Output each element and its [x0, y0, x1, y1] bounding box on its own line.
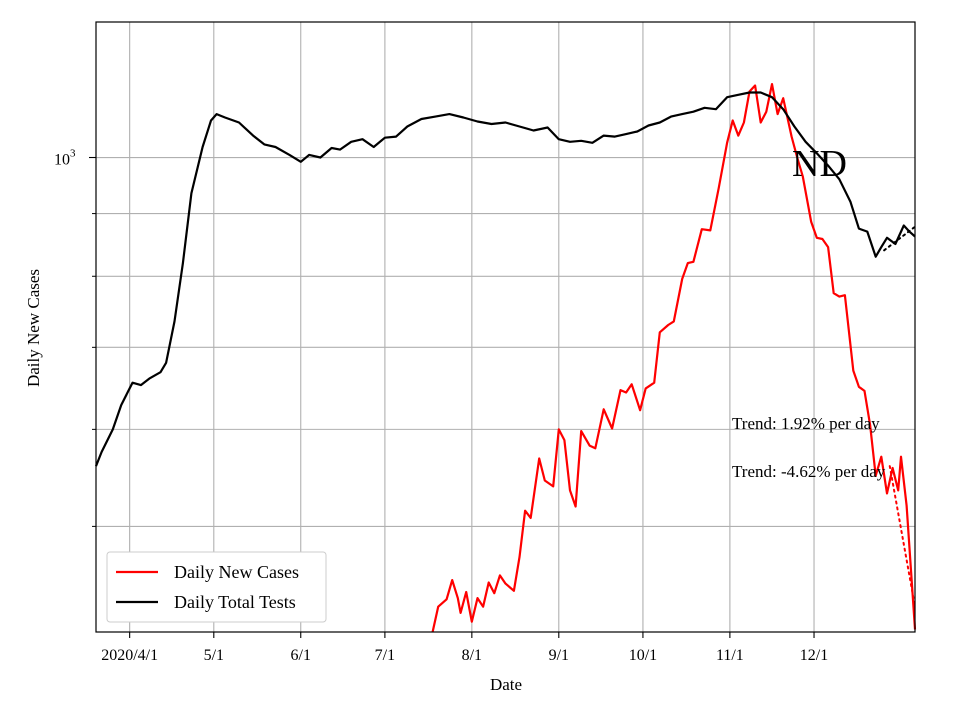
x-tick-label: 12/1: [800, 647, 828, 664]
y-tick-exponent: 3: [70, 148, 76, 160]
legend-label-tests: Daily Total Tests: [174, 592, 296, 612]
x-tick-label: 11/1: [716, 647, 744, 664]
trend-annotation-cases: Trend: -4.62% per day: [732, 462, 886, 481]
trend-line-0: [883, 225, 916, 252]
x-tick-label: 5/1: [204, 647, 224, 664]
legend: Daily New Cases Daily Total Tests: [106, 551, 327, 623]
x-tick-label: 10/1: [629, 647, 657, 664]
y-tick-base: 10: [54, 152, 70, 169]
x-tick-label: 9/1: [549, 647, 569, 664]
trend-line-1: [888, 465, 916, 608]
trend-annotation-tests: Trend: 1.92% per day: [732, 414, 880, 433]
big-state-label: ND: [792, 143, 847, 185]
legend-box: [106, 551, 327, 623]
plot-frame: [95, 21, 916, 633]
y-axis-ticks: 103: [54, 148, 96, 527]
trend-layer: [883, 225, 916, 608]
x-tick-label: 8/1: [462, 647, 482, 664]
x-tick-label: 7/1: [375, 647, 395, 664]
x-tick-label: 6/1: [291, 647, 311, 664]
grid: [96, 22, 915, 632]
x-axis-ticks: 2020/4/1 5/1 6/1 7/1 8/1 9/1 10/1 11/1 12/1: [101, 632, 828, 664]
y-axis-label: Daily New Cases: [24, 269, 43, 387]
series-layer: [94, 82, 917, 633]
y-tick-label: 103: [54, 148, 76, 169]
legend-label-cases: Daily New Cases: [174, 562, 299, 582]
x-axis-label: Date: [490, 675, 522, 694]
series-line-daily-total-tests: [94, 91, 916, 467]
series-line-daily-new-cases: [431, 82, 917, 633]
x-tick-label: 2020/4/1: [101, 647, 158, 664]
